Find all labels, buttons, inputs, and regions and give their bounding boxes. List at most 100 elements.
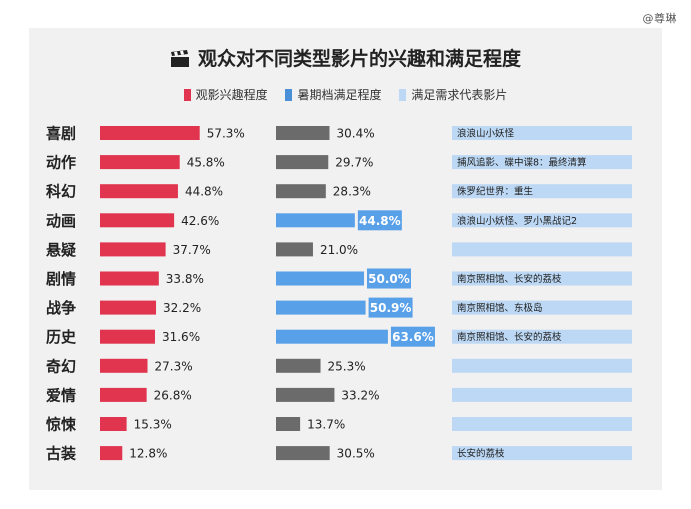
- interest-value-label: 44.8%: [185, 185, 223, 199]
- satisfaction-value-label: 13.7%: [307, 418, 345, 432]
- legend-label-interest: 观影兴趣程度: [195, 88, 268, 102]
- satisfaction-bar: [276, 300, 366, 315]
- interest-value-label: 27.3%: [155, 359, 193, 373]
- satisfaction-bar: [276, 271, 364, 286]
- legend-label-satisfaction: 暑期档满足程度: [297, 88, 382, 102]
- movie-label: 捕风追影、碟中谍8：最终清算: [457, 157, 587, 169]
- movie-band: [452, 329, 632, 344]
- movie-band: [452, 184, 632, 199]
- satisfaction-bar: [276, 126, 330, 140]
- chart-title-row: 观众对不同类型影片的兴趣和满足程度: [0, 44, 691, 73]
- movie-label: 侏罗纪世界：重生: [457, 186, 534, 198]
- watermark: @尊琳: [642, 12, 677, 25]
- category-label: 惊悚: [46, 416, 77, 434]
- interest-bar: [100, 387, 147, 402]
- satisfaction-bar: [276, 184, 326, 199]
- category-label: 剧情: [46, 270, 76, 288]
- chart-panel: [29, 28, 662, 490]
- movie-band: [452, 242, 632, 257]
- movie-band: [452, 417, 632, 431]
- legend-swatch-interest: [183, 89, 191, 101]
- legend-label-movies: 满足需求代表影片: [411, 88, 508, 102]
- satisfaction-value-label: 28.3%: [333, 185, 371, 199]
- movie-label: 南京照相馆、东极岛: [457, 302, 543, 314]
- satisfaction-value-box: [390, 326, 435, 347]
- satisfaction-value-label: 44.8%: [359, 214, 401, 228]
- interest-bar: [100, 242, 166, 257]
- interest-value-label: 26.8%: [154, 388, 192, 402]
- movie-band: [452, 387, 632, 402]
- category-label: 动作: [46, 154, 76, 172]
- interest-value-label: 37.7%: [173, 243, 211, 257]
- satisfaction-value-label: 25.3%: [328, 359, 366, 373]
- movie-band: [452, 300, 632, 315]
- movie-band: [452, 155, 632, 170]
- movie-label: 南京照相馆、长安的荔枝: [457, 273, 562, 285]
- legend-item-interest: 观影兴趣程度: [183, 86, 268, 103]
- satisfaction-bar: [276, 358, 321, 373]
- category-label: 古装: [46, 445, 77, 463]
- movie-band: [452, 213, 632, 228]
- legend-swatch-movies: [399, 89, 407, 101]
- legend-item-movies: 满足需求代表影片: [399, 86, 507, 103]
- interest-bar: [100, 329, 155, 344]
- satisfaction-bar: [276, 329, 388, 344]
- legend-swatch-satisfaction: [285, 89, 293, 101]
- interest-bar: [100, 446, 123, 461]
- interest-bar: [100, 300, 157, 315]
- movie-label: 浪浪山小妖怪、罗小黑战记2: [457, 215, 577, 227]
- interest-bar: [100, 155, 180, 170]
- category-label: 历史: [46, 328, 77, 346]
- satisfaction-value-box: [368, 297, 413, 318]
- satisfaction-value-label: 63.6%: [392, 330, 434, 344]
- interest-value-label: 33.8%: [166, 272, 204, 286]
- interest-bar: [100, 358, 148, 373]
- satisfaction-value-label: 33.2%: [341, 388, 379, 402]
- interest-bar: [100, 126, 200, 140]
- movie-label: 长安的荔枝: [457, 448, 505, 460]
- satisfaction-bar: [276, 446, 330, 461]
- interest-bar: [100, 271, 159, 286]
- movie-band: [452, 358, 632, 373]
- movie-band: [452, 126, 632, 140]
- satisfaction-value-label: 30.4%: [337, 127, 375, 141]
- interest-value-label: 45.8%: [187, 156, 225, 170]
- interest-value-label: 32.2%: [163, 301, 201, 315]
- interest-bar: [100, 213, 175, 228]
- satisfaction-value-label: 29.7%: [335, 156, 373, 170]
- chart-title: 观众对不同类型影片的兴趣和满足程度: [197, 48, 521, 70]
- movie-label: 浪浪山小妖怪: [457, 128, 515, 140]
- category-label: 科幻: [46, 183, 76, 201]
- legend: 观影兴趣程度 暑期档满足程度 满足需求代表影片: [0, 86, 691, 103]
- satisfaction-value-label: 30.5%: [337, 447, 375, 461]
- category-label: 战争: [46, 299, 76, 317]
- category-label: 动画: [46, 212, 76, 230]
- satisfaction-bar: [276, 387, 335, 402]
- clapperboard-icon: [170, 50, 190, 73]
- interest-value-label: 12.8%: [129, 447, 167, 461]
- interest-bar: [100, 417, 127, 431]
- satisfaction-bar: [276, 155, 329, 170]
- movie-band: [452, 446, 632, 461]
- category-label: 喜剧: [46, 125, 76, 143]
- category-label: 爱情: [46, 386, 76, 404]
- satisfaction-bar: [276, 242, 313, 257]
- satisfaction-value-label: 50.0%: [368, 272, 410, 286]
- satisfaction-bar: [276, 417, 301, 431]
- movie-label: 南京照相馆、长安的荔枝: [457, 331, 562, 343]
- satisfaction-value-label: 50.9%: [370, 301, 412, 315]
- interest-bar: [100, 184, 178, 199]
- interest-value-label: 15.3%: [134, 418, 172, 432]
- satisfaction-value-box: [367, 268, 411, 289]
- legend-item-satisfaction: 暑期档满足程度: [285, 86, 382, 103]
- satisfaction-value-label: 21.0%: [320, 243, 358, 257]
- satisfaction-value-box: [357, 210, 402, 231]
- movie-band: [452, 271, 632, 286]
- interest-value-label: 57.3%: [207, 127, 245, 141]
- category-label: 奇幻: [46, 357, 76, 375]
- category-label: 悬疑: [46, 241, 76, 259]
- satisfaction-bar: [276, 213, 355, 228]
- interest-value-label: 31.6%: [162, 330, 200, 344]
- interest-value-label: 42.6%: [181, 214, 219, 228]
